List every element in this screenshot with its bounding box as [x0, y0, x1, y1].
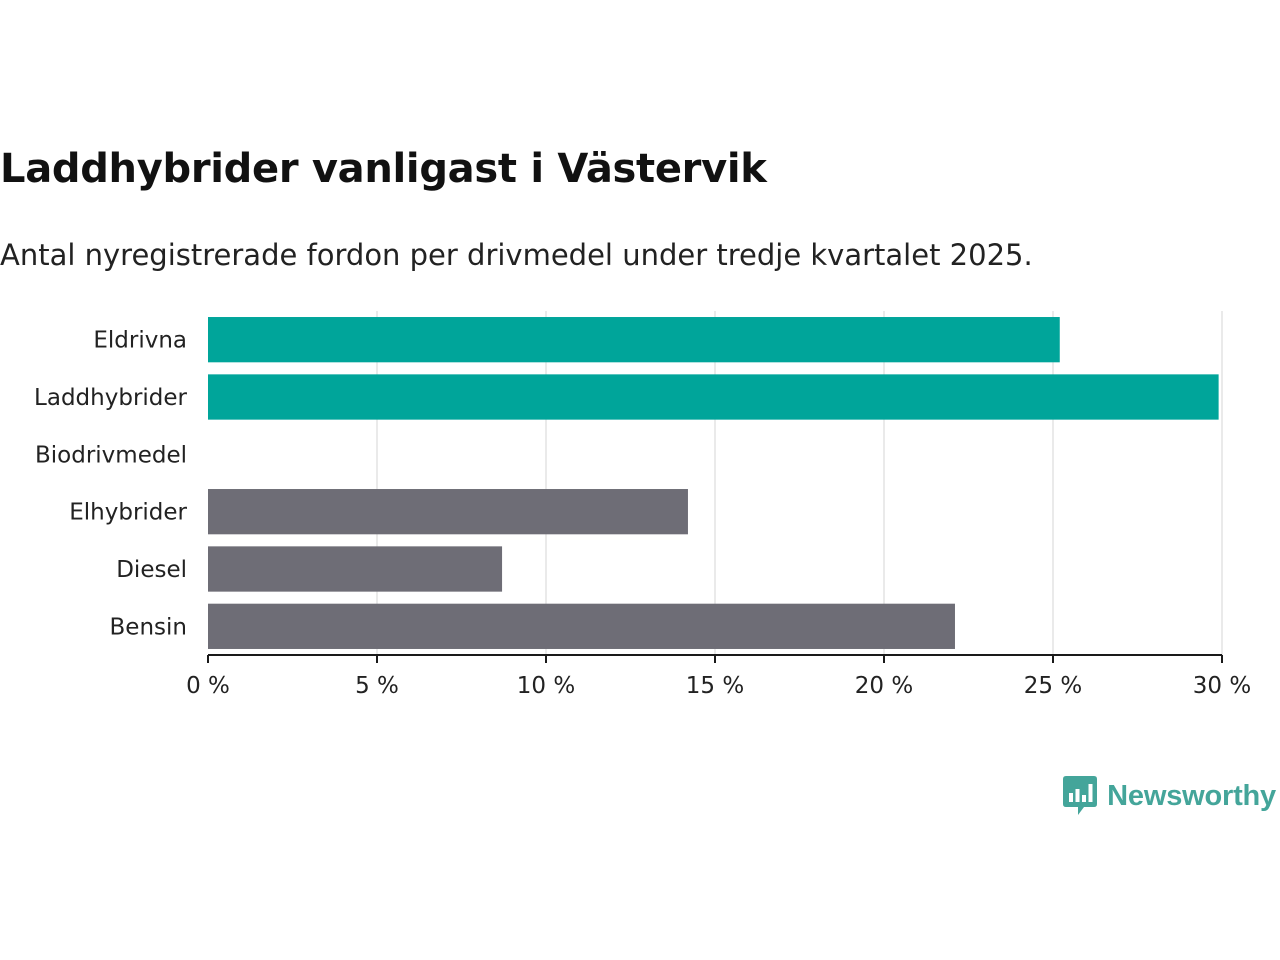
newsworthy-brand: Newsworthy [1063, 776, 1276, 816]
chart-subtitle: Antal nyregistrerade fordon per drivmede… [0, 238, 1033, 272]
grid-lines [376, 311, 1223, 655]
bar-eldrivna [208, 317, 1060, 363]
bar-bensin [208, 603, 955, 649]
bar-diesel [208, 546, 503, 592]
bars [208, 317, 1219, 649]
category-label: Laddhybrider [34, 385, 187, 411]
x-tick-label: 10 % [517, 673, 575, 699]
x-tick-label: 30 % [1193, 673, 1251, 699]
x-tick-label: 25 % [1024, 673, 1082, 699]
x-axis: 0 % 5 % 10 % 15 % 20 % 25 % 30 % [186, 654, 1251, 699]
category-label: Elhybrider [69, 500, 187, 526]
bar-elhybrider [208, 489, 688, 535]
brand-name: Newsworthy [1107, 779, 1276, 812]
chart-title: Laddhybrider vanligast i Västervik [0, 146, 767, 192]
category-label: Bensin [110, 614, 187, 640]
x-tick-label: 5 % [355, 673, 399, 699]
category-labels: Eldrivna Laddhybrider Biodrivmedel Elhybrid… [34, 328, 187, 641]
newsworthy-logo-icon [1063, 776, 1098, 815]
bar-laddhybrider [208, 374, 1219, 420]
category-label: Eldrivna [93, 328, 187, 354]
category-label: Diesel [116, 557, 187, 583]
x-tick-label: 0 % [186, 673, 230, 699]
category-label: Biodrivmedel [35, 442, 187, 468]
x-tick-label: 20 % [855, 673, 913, 699]
x-tick-label: 15 % [686, 673, 744, 699]
